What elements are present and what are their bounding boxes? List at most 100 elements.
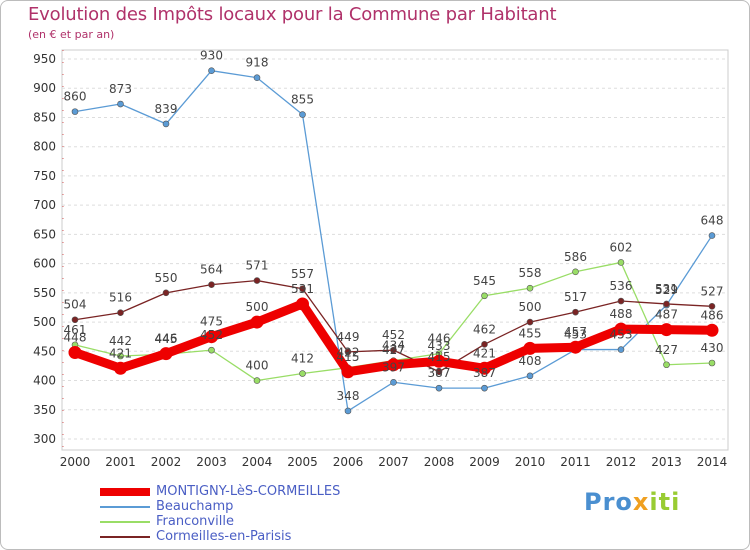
data-label: 400 <box>246 359 269 373</box>
data-point <box>617 297 625 305</box>
data-label: 427 <box>382 343 405 357</box>
data-point <box>481 340 488 348</box>
data-point <box>71 316 79 324</box>
data-point <box>341 365 355 379</box>
x-tick-label: 2012 <box>606 455 637 469</box>
logo-part-2: x <box>632 488 650 516</box>
data-label: 453 <box>564 328 587 342</box>
data-label: 860 <box>64 90 87 104</box>
data-label: 461 <box>64 323 87 337</box>
x-tick-label: 2009 <box>469 455 500 469</box>
data-point <box>708 359 716 367</box>
legend-swatch-montigny <box>100 488 150 496</box>
data-label: 586 <box>564 250 587 264</box>
data-label: 488 <box>610 307 633 321</box>
data-point <box>390 378 397 386</box>
data-label: 421 <box>109 346 132 360</box>
y-tick-label: 500 <box>33 315 56 329</box>
y-tick-label: 950 <box>33 52 56 66</box>
data-point <box>478 361 491 375</box>
data-point <box>344 348 352 356</box>
data-label: 455 <box>519 326 542 340</box>
data-point <box>205 330 218 344</box>
data-label: 452 <box>200 328 223 342</box>
data-label: 442 <box>109 334 132 348</box>
data-point <box>481 384 488 392</box>
x-tick-label: 2008 <box>424 455 455 469</box>
data-point <box>660 323 673 337</box>
logo-part-1: Pro <box>584 488 633 516</box>
data-point <box>705 323 719 337</box>
data-label: 412 <box>291 352 314 366</box>
data-label: 434 <box>382 339 405 353</box>
data-point <box>435 368 443 376</box>
legend-label-montigny: MONTIGNY-LèS-CORMEILLES <box>156 484 341 499</box>
x-tick-label: 2000 <box>60 455 91 469</box>
y-tick-label: 450 <box>33 344 56 358</box>
data-point <box>253 74 261 82</box>
data-label: 564 <box>200 263 223 277</box>
data-point <box>663 361 670 369</box>
data-point <box>299 285 306 293</box>
data-point <box>296 297 309 311</box>
legend-swatch-beauchamp <box>100 506 150 508</box>
data-label: 516 <box>109 291 132 305</box>
x-tick-label: 2001 <box>105 455 136 469</box>
data-label: 397 <box>382 360 405 374</box>
data-label: 648 <box>701 214 724 228</box>
data-point <box>299 370 306 377</box>
data-label: 446 <box>428 332 451 346</box>
data-label: 430 <box>701 341 724 355</box>
data-point <box>526 318 534 326</box>
legend-label-beauchamp: Beauchamp <box>156 499 234 514</box>
data-point <box>569 340 582 354</box>
legend-swatch-cormeilles <box>100 536 150 538</box>
chart-title: Evolution des Impôts locaux pour la Comm… <box>28 4 557 25</box>
data-label: 415 <box>337 350 360 364</box>
data-point <box>208 281 215 288</box>
data-label: 387 <box>473 366 496 380</box>
data-label: 415 <box>428 350 451 364</box>
data-point <box>68 345 82 359</box>
logo-part-3: iti <box>649 488 681 516</box>
data-label: 558 <box>519 266 542 280</box>
data-label: 433 <box>428 339 451 353</box>
data-label: 445 <box>155 332 178 346</box>
x-tick-label: 2010 <box>515 455 546 469</box>
data-label: 453 <box>610 328 633 342</box>
y-tick-label: 550 <box>33 286 56 300</box>
data-point <box>162 289 170 297</box>
data-label: 408 <box>519 354 542 368</box>
y-tick-label: 300 <box>33 432 56 446</box>
data-point <box>432 354 446 368</box>
data-label: 545 <box>473 274 496 288</box>
data-label: 486 <box>701 308 724 322</box>
data-point <box>117 100 124 108</box>
data-label: 422 <box>337 346 360 360</box>
data-point <box>617 259 625 266</box>
data-label: 487 <box>655 308 678 322</box>
data-point <box>435 384 443 392</box>
y-tick-label: 800 <box>33 140 56 154</box>
y-tick-label: 650 <box>33 227 56 241</box>
data-point <box>387 358 400 372</box>
data-label: 449 <box>337 330 360 344</box>
y-tick-label: 400 <box>33 374 56 388</box>
x-tick-label: 2014 <box>697 455 728 469</box>
data-point <box>572 308 579 316</box>
data-point <box>162 120 170 128</box>
data-point <box>253 277 261 284</box>
y-tick-label: 600 <box>33 257 56 271</box>
data-point <box>71 108 79 115</box>
data-label: 557 <box>291 267 314 281</box>
x-tick-label: 2005 <box>287 455 318 469</box>
data-label: 930 <box>200 49 223 63</box>
y-tick-label: 350 <box>33 403 56 417</box>
x-tick-label: 2006 <box>333 455 364 469</box>
data-point <box>117 309 124 317</box>
chart-subtitle: (en € et par an) <box>28 28 115 41</box>
data-label: 457 <box>564 325 587 339</box>
data-label: 531 <box>291 282 314 296</box>
data-point <box>117 352 124 360</box>
data-label: 452 <box>382 328 405 342</box>
